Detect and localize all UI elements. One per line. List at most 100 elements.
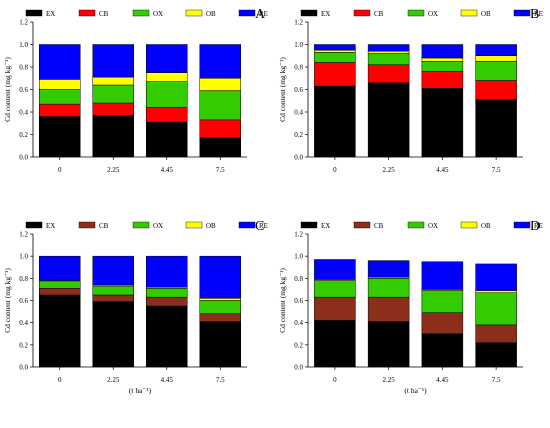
bar-ex-0 bbox=[314, 85, 356, 158]
bar-ex-2 bbox=[146, 121, 188, 158]
legend-label-ob: OB bbox=[481, 222, 491, 230]
bar-ob-1 bbox=[92, 76, 134, 86]
bar-re-3 bbox=[475, 263, 517, 291]
x-tick-label: 0 bbox=[333, 166, 337, 174]
legend-label-re: RE bbox=[259, 222, 268, 230]
y-tick-label: 0.8 bbox=[294, 64, 303, 72]
bar-ex-2 bbox=[421, 333, 464, 368]
chart-panel-b: EX CB OX OB REB 0.0 0.2 0.4 0.6 0.8 1.0 1.2 Cd conte… bbox=[278, 7, 543, 174]
bar-re-1 bbox=[92, 255, 134, 286]
y-tick-label: 0.2 bbox=[19, 341, 28, 349]
y-tick-label: 0.8 bbox=[19, 64, 28, 72]
x-tick-label: 7.5 bbox=[492, 166, 501, 174]
x-axis-label: (t ha⁻¹) bbox=[404, 386, 427, 395]
bar-ex-1 bbox=[367, 321, 410, 368]
x-tick-label: 0 bbox=[333, 376, 337, 384]
x-tick-label: 4.45 bbox=[161, 376, 174, 384]
y-tick-label: 0.2 bbox=[294, 341, 303, 349]
y-tick-label: 0.8 bbox=[294, 275, 303, 283]
bar-ob-2 bbox=[421, 57, 464, 62]
bar-cb-2 bbox=[421, 71, 464, 89]
legend-swatch-ex bbox=[25, 221, 43, 229]
chart-panel-c: EX CB OX OB REC 0.0 0.2 0.4 0.6 0.8 1.0 1.2 Cd conte… bbox=[3, 219, 268, 395]
bar-ex-1 bbox=[367, 82, 410, 158]
bar-ob-3 bbox=[475, 55, 517, 62]
legend-label-cb: CB bbox=[374, 222, 384, 230]
bar-ox-1 bbox=[92, 84, 134, 104]
legend-label-cb: CB bbox=[374, 10, 384, 18]
bar-cb-2 bbox=[146, 107, 188, 123]
y-tick-label: 0.4 bbox=[294, 319, 303, 327]
bar-ox-1 bbox=[367, 278, 410, 298]
bar-ex-0 bbox=[39, 294, 81, 368]
bar-ex-3 bbox=[475, 342, 517, 368]
bar-ox-3 bbox=[199, 300, 241, 315]
x-tick-label: 2.25 bbox=[107, 376, 120, 384]
legend-label-ex: EX bbox=[46, 10, 55, 18]
y-tick-label: 1.2 bbox=[19, 231, 28, 239]
bar-ox-2 bbox=[421, 61, 464, 72]
bar-re-1 bbox=[367, 44, 410, 52]
bar-cb-3 bbox=[199, 119, 241, 139]
bar-ex-1 bbox=[92, 301, 134, 368]
bar-cb-1 bbox=[367, 64, 410, 83]
legend-label-ox: OX bbox=[153, 222, 163, 230]
legend-swatch-cb bbox=[78, 221, 96, 229]
legend-label-ox: OX bbox=[428, 222, 438, 230]
x-tick-label: 7.5 bbox=[216, 166, 225, 174]
bar-re-1 bbox=[92, 44, 134, 78]
bar-cb-3 bbox=[199, 313, 241, 322]
legend-swatch-cb bbox=[353, 9, 371, 17]
bar-ox-3 bbox=[199, 90, 241, 121]
y-tick-label: 0.4 bbox=[19, 109, 28, 117]
bar-ex-0 bbox=[314, 320, 356, 368]
x-tick-label: 4.45 bbox=[436, 166, 449, 174]
legend-swatch-re bbox=[513, 221, 531, 229]
bar-ob-3 bbox=[199, 298, 241, 301]
y-tick-label: 1.0 bbox=[294, 253, 303, 261]
legend-swatch-ob bbox=[185, 9, 203, 17]
bar-re-0 bbox=[314, 44, 356, 51]
y-tick-label: 1.2 bbox=[294, 231, 303, 239]
panel-letter: D bbox=[530, 219, 540, 234]
bar-cb-2 bbox=[146, 296, 188, 307]
bar-cb-1 bbox=[92, 294, 134, 302]
bar-ox-1 bbox=[92, 285, 134, 296]
bar-ob-3 bbox=[475, 290, 517, 293]
bar-cb-3 bbox=[475, 80, 517, 100]
x-tick-label: 4.45 bbox=[436, 376, 449, 384]
bar-cb-0 bbox=[314, 62, 356, 87]
y-tick-label: 0.0 bbox=[294, 154, 303, 162]
bar-ex-3 bbox=[475, 99, 517, 158]
bar-ox-0 bbox=[39, 89, 81, 105]
legend-swatch-ex bbox=[25, 9, 43, 17]
bar-cb-0 bbox=[39, 103, 81, 117]
bar-ex-2 bbox=[146, 305, 188, 368]
bar-re-0 bbox=[314, 259, 356, 280]
bar-re-2 bbox=[146, 44, 188, 73]
y-tick-label: 0.0 bbox=[19, 364, 28, 372]
y-tick-label: 0.8 bbox=[19, 275, 28, 283]
legend-label-ob: OB bbox=[206, 10, 216, 18]
bar-ox-0 bbox=[314, 52, 356, 63]
legend-swatch-ox bbox=[407, 221, 425, 229]
y-tick-label: 1.0 bbox=[19, 41, 28, 49]
legend-swatch-re bbox=[238, 221, 256, 229]
bar-re-2 bbox=[421, 44, 464, 59]
x-tick-label: 2.25 bbox=[107, 166, 120, 174]
bar-ox-2 bbox=[146, 288, 188, 298]
panel-letter: A bbox=[255, 7, 266, 22]
legend-label-ex: EX bbox=[46, 222, 55, 230]
legend-swatch-re bbox=[238, 9, 256, 17]
legend-label-re: RE bbox=[534, 222, 543, 230]
legend-label-ex: EX bbox=[321, 10, 330, 18]
bar-ox-1 bbox=[367, 53, 410, 65]
bar-cb-3 bbox=[475, 324, 517, 343]
y-tick-label: 0.6 bbox=[294, 297, 303, 305]
bar-ob-0 bbox=[39, 79, 81, 90]
bar-ob-0 bbox=[314, 49, 356, 53]
bar-ox-3 bbox=[475, 61, 517, 81]
bar-cb-1 bbox=[92, 102, 134, 116]
bar-cb-1 bbox=[367, 296, 410, 322]
